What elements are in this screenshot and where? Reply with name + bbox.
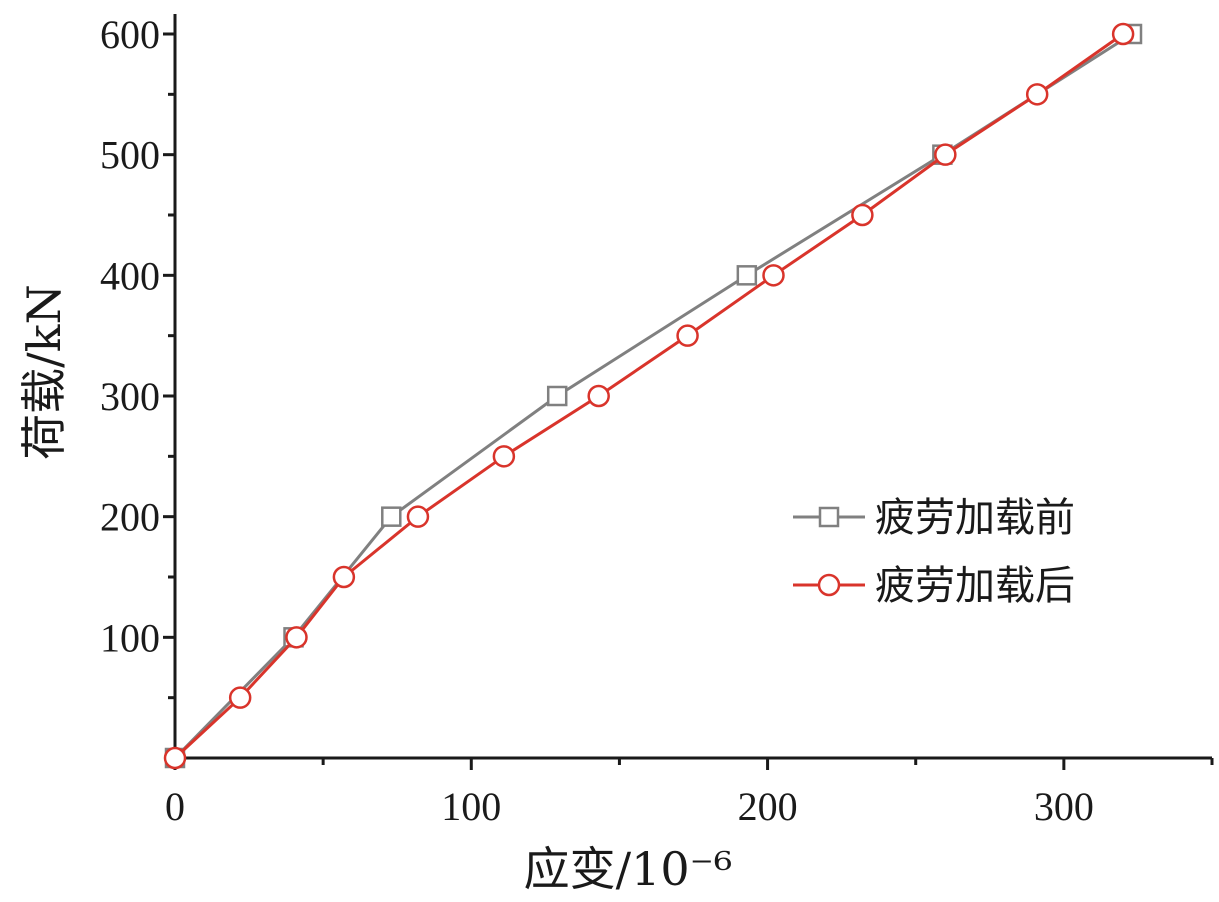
- data-point-circle: [676, 324, 699, 347]
- x-tick-label: 300: [1034, 784, 1094, 829]
- legend: 疲劳加载前 疲劳加载后: [793, 495, 1075, 609]
- x-tick-label: 100: [441, 784, 501, 829]
- data-point-circle: [851, 203, 874, 227]
- y-tick-label: 400: [100, 253, 160, 298]
- data-point-circle: [406, 505, 430, 528]
- series-group: [163, 22, 1143, 770]
- legend-label-before: 疲劳加载前: [875, 495, 1075, 541]
- legend-item-after: 疲劳加载后: [793, 563, 1075, 609]
- tick-labels: 0 100 200 300 100 200 300 400 500 600: [100, 12, 1094, 829]
- series-0: [164, 23, 1143, 769]
- ticks: [163, 32, 1214, 770]
- y-tick-label: 300: [100, 374, 160, 419]
- data-point-circle: [762, 264, 785, 287]
- data-point-circle: [228, 686, 252, 709]
- data-point-circle: [492, 445, 516, 468]
- data-point-circle: [163, 746, 187, 770]
- data-point-square: [381, 506, 402, 527]
- series-line: [173, 32, 1133, 760]
- data-point-circle: [934, 143, 957, 166]
- legend-item-before: 疲劳加载前: [793, 495, 1075, 541]
- legend-marker-square: [818, 506, 840, 528]
- data-point-circle: [1025, 83, 1049, 106]
- x-tick-label: 200: [738, 784, 798, 829]
- y-axis-title: 荷载/kN: [17, 284, 71, 460]
- data-point-circle: [332, 565, 356, 589]
- x-tick-label: 0: [165, 784, 185, 829]
- y-tick-label: 600: [100, 12, 160, 57]
- data-point-circle: [1111, 22, 1135, 46]
- y-tick-label: 500: [100, 133, 160, 178]
- legend-marker-circle: [817, 573, 841, 597]
- legend-label-after: 疲劳加载后: [875, 563, 1075, 609]
- y-tick-label: 200: [100, 495, 160, 540]
- data-point-square: [736, 265, 758, 286]
- y-tick-label: 100: [100, 615, 160, 660]
- axes: [173, 14, 1212, 760]
- series-1: [163, 22, 1135, 770]
- series-line: [173, 32, 1124, 760]
- data-point-circle: [285, 626, 308, 649]
- data-point-square: [546, 385, 568, 407]
- data-point-circle: [587, 384, 610, 408]
- x-axis-title: 应变/10⁻⁶: [524, 842, 733, 896]
